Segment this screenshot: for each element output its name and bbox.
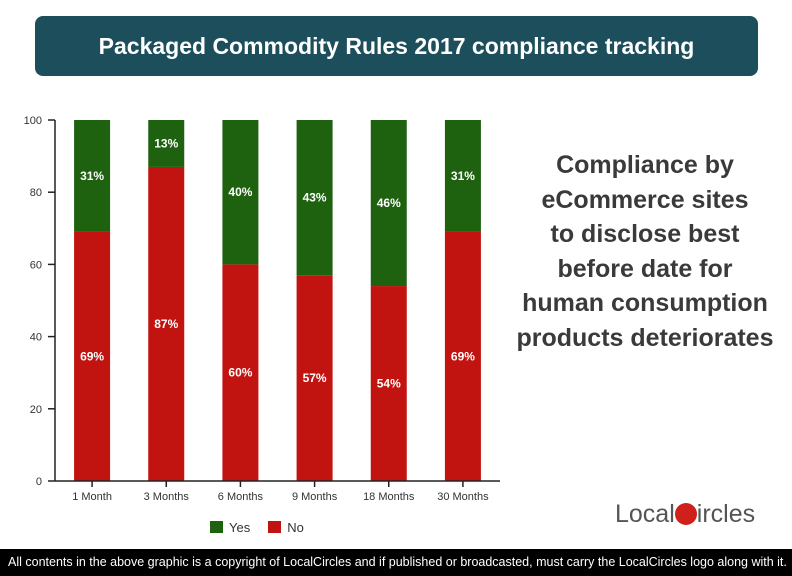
legend-label-yes: Yes <box>229 520 251 535</box>
bar-no <box>148 166 185 481</box>
side-caption: Compliance by eCommerce sites to disclos… <box>505 148 785 355</box>
data-label: 31% <box>451 169 475 183</box>
legend-item-no: No <box>268 520 304 535</box>
bar-no <box>370 286 407 481</box>
y-tick-label: 0 <box>36 476 42 488</box>
side-line: before date for <box>557 254 733 283</box>
x-tick-label: 30 Months <box>437 491 489 503</box>
bar-yes <box>296 120 333 276</box>
logo-text: ircles <box>696 500 756 528</box>
bar-yes <box>74 120 111 232</box>
bar-no <box>296 275 333 481</box>
data-label: 87% <box>154 317 178 331</box>
data-label: 46% <box>377 196 401 210</box>
location-pin-icon <box>674 503 697 525</box>
legend: Yes No <box>210 520 304 535</box>
y-tick-label: 60 <box>30 259 42 271</box>
logo-text: Local <box>615 500 675 528</box>
side-line: to disclose best <box>550 220 740 248</box>
legend-swatch-yes <box>210 521 223 533</box>
stacked-bar-chart: 69% 31% 1 Month 87% 13% 3 Months 60% 40% 6 Month… <box>24 115 500 503</box>
bar-yes <box>148 120 185 167</box>
data-label: 54% <box>377 377 401 391</box>
x-tick-label: 18 Months <box>363 491 415 503</box>
y-tick-label: 80 <box>30 187 42 199</box>
x-tick-label: 1 Month <box>72 491 112 503</box>
side-line: human consumption <box>522 289 768 317</box>
bar-yes <box>444 120 481 232</box>
bar-no <box>444 231 481 481</box>
x-tick-label: 6 Months <box>218 491 264 503</box>
localcircles-logo: Local ircles <box>615 500 755 529</box>
data-label: 43% <box>303 191 327 205</box>
data-label: 13% <box>154 136 178 150</box>
data-label: 69% <box>80 349 104 363</box>
bar-no <box>222 264 259 481</box>
y-tick-label: 40 <box>30 332 42 344</box>
copyright-footer: All contents in the above graphic is a c… <box>0 549 792 576</box>
title-banner: Packaged Commodity Rules 2017 compliance… <box>35 16 758 76</box>
bar-no <box>74 231 111 481</box>
x-tick-label: 3 Months <box>144 491 190 503</box>
data-label: 57% <box>303 371 327 385</box>
data-label: 31% <box>80 169 104 183</box>
y-tick-label: 20 <box>30 404 42 416</box>
legend-label-no: No <box>287 520 304 535</box>
legend-item-yes: Yes <box>210 520 250 535</box>
data-label: 40% <box>228 185 252 199</box>
y-tick-label: 100 <box>24 115 42 127</box>
bar-yes <box>222 120 259 265</box>
chart-title: Packaged Commodity Rules 2017 compliance… <box>98 32 695 59</box>
data-label: 60% <box>228 366 252 380</box>
bar-yes <box>370 120 407 287</box>
side-line: Compliance by <box>556 151 734 179</box>
side-line: products deteriorates <box>516 323 774 352</box>
legend-swatch-no <box>268 521 282 533</box>
side-line: eCommerce sites <box>541 185 749 214</box>
data-label: 69% <box>451 349 475 363</box>
x-tick-label: 9 Months <box>292 491 338 503</box>
